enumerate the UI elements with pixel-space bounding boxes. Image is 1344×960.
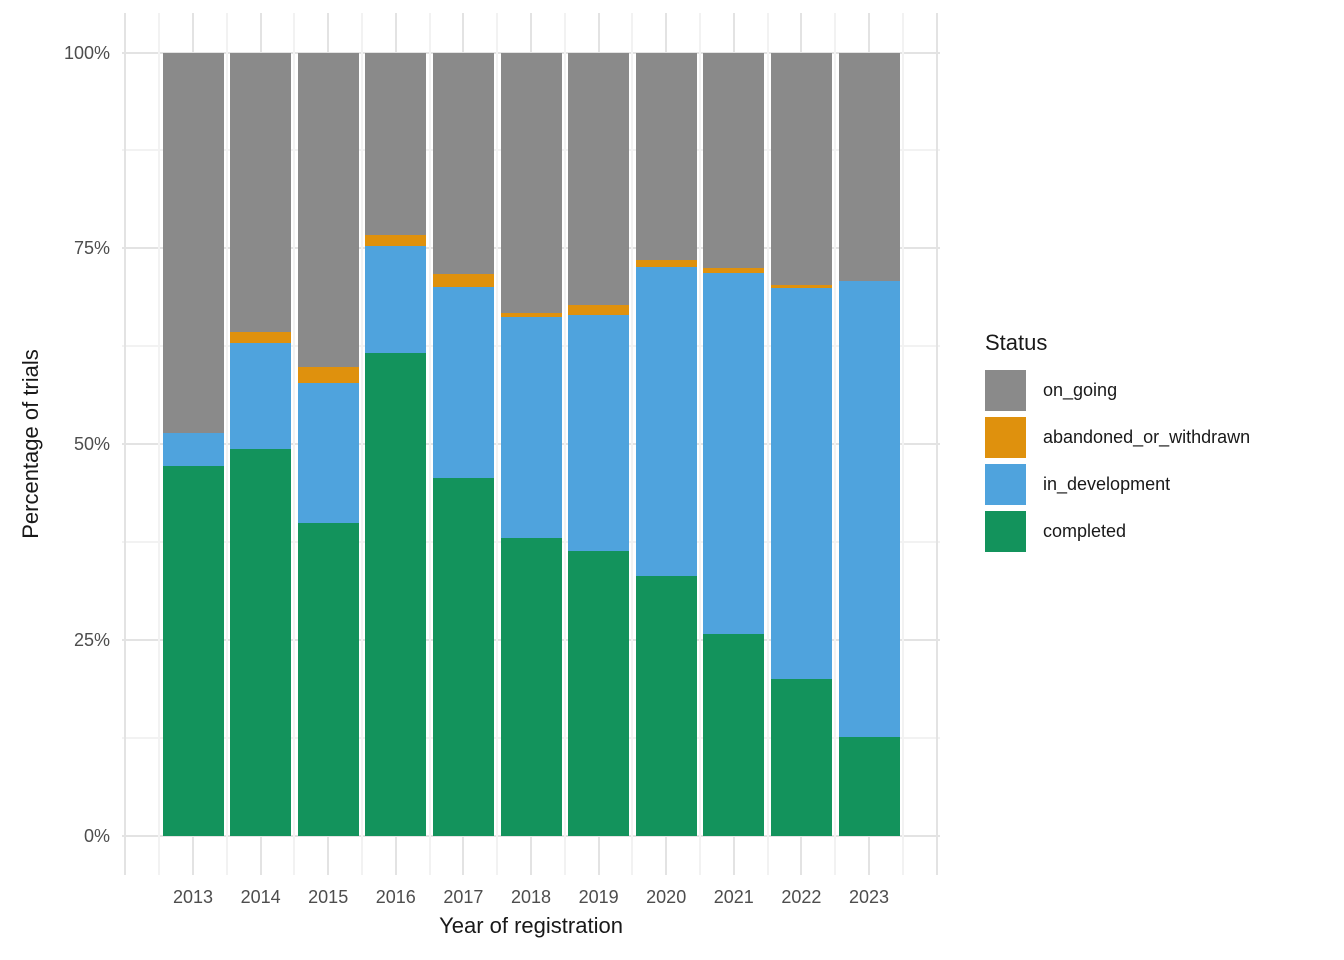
- bar-2022-segment-abandoned_or_withdrawn: [770, 285, 832, 288]
- bar-2017-segment-in_development: [432, 286, 494, 478]
- x-axis-title: Year of registration: [439, 913, 623, 938]
- x-tick-label: 2016: [375, 887, 416, 907]
- gridline-x-minor: [699, 13, 701, 875]
- bar-2013-segment-in_development: [162, 433, 224, 467]
- bar-2014-segment-in_development: [230, 343, 292, 449]
- gridline-x-minor: [225, 13, 228, 875]
- y-tick-label: 100%: [63, 42, 110, 63]
- legend-label-in_development: in_development: [1043, 474, 1171, 494]
- bar-2014-segment-abandoned_or_withdrawn: [230, 332, 292, 344]
- x-tick-label: 2018: [510, 887, 552, 907]
- gridline-x-minor: [361, 13, 363, 875]
- bar-2018-segment-in_development: [500, 317, 562, 539]
- legend-swatch-in_development: [985, 464, 1026, 505]
- bar-2013-segment-completed: [162, 466, 224, 836]
- bar-2023-segment-on_going: [838, 52, 900, 281]
- gridline-x-minor: [158, 13, 161, 875]
- bar-2022-segment-completed: [770, 678, 832, 836]
- bar-2015-segment-completed: [297, 523, 359, 836]
- gridline-x-minor: [834, 13, 837, 875]
- bar-2016-segment-in_development: [365, 246, 427, 354]
- bar-2021-segment-in_development: [703, 272, 765, 634]
- gridline-x-minor: [496, 13, 499, 875]
- x-tick-label: 2017: [443, 887, 484, 907]
- bar-2018-segment-completed: [500, 538, 562, 836]
- bar-2017-segment-completed: [432, 477, 494, 836]
- bar-2016-segment-completed: [365, 353, 427, 836]
- bar-2016-segment-on_going: [365, 52, 427, 236]
- legend-title: Status: [985, 330, 1048, 355]
- bar-2020-segment-completed: [635, 575, 697, 836]
- legend-item-on_going: on_going: [985, 370, 1250, 411]
- y-tick-label: 0%: [83, 826, 110, 846]
- legend-item-in_development: in_development: [985, 464, 1250, 505]
- bar-2021-segment-completed: [703, 633, 765, 836]
- bar-2015-segment-in_development: [297, 383, 359, 524]
- x-tick-label: 2019: [578, 887, 619, 907]
- x-tick-label: 2022: [781, 887, 822, 907]
- legend: Status on_going abandoned_or_withdrawn in_…: [985, 330, 1250, 558]
- bar-2015-segment-abandoned_or_withdrawn: [297, 366, 359, 384]
- x-tick-label: 2021: [713, 887, 754, 907]
- legend-item-abandoned_or_withdrawn: abandoned_or_withdrawn: [985, 417, 1250, 458]
- x-tick-label: 2015: [308, 887, 349, 907]
- bar-2019-segment-abandoned_or_withdrawn: [568, 304, 630, 315]
- gridline-x-major: [935, 13, 938, 875]
- bar-2014-segment-on_going: [230, 52, 292, 333]
- bar-2019-segment-in_development: [568, 315, 630, 551]
- x-tick-label: 2023: [848, 887, 890, 907]
- bar-2022-segment-on_going: [770, 52, 832, 286]
- y-tick-label: 25%: [73, 630, 110, 651]
- bar-2015-segment-on_going: [297, 52, 359, 367]
- bar-2023-segment-completed: [838, 737, 900, 836]
- bar-2022-segment-in_development: [770, 287, 832, 679]
- x-tick-label: 2013: [172, 887, 214, 907]
- bar-2020-segment-in_development: [635, 267, 697, 576]
- bar-2018-segment-abandoned_or_withdrawn: [500, 313, 562, 318]
- bar-2017-segment-abandoned_or_withdrawn: [432, 274, 494, 287]
- gridline-x-minor: [293, 13, 296, 875]
- bar-2020-segment-abandoned_or_withdrawn: [635, 260, 697, 268]
- gridline-x-minor: [563, 13, 566, 875]
- bar-2014-segment-completed: [230, 449, 292, 836]
- plot-panel: [122, 13, 940, 875]
- gridline-x-minor: [428, 13, 431, 875]
- bar-2020-segment-on_going: [635, 52, 697, 261]
- bar-2017-segment-on_going: [432, 52, 494, 275]
- gridline-x-minor: [901, 13, 904, 875]
- bar-2016-segment-abandoned_or_withdrawn: [365, 235, 427, 247]
- bar-2018-segment-on_going: [500, 52, 562, 314]
- gridline-x-minor: [631, 13, 634, 875]
- legend-swatch-completed: [985, 511, 1026, 552]
- legend-item-completed: completed: [985, 511, 1250, 552]
- y-tick-label: 50%: [73, 434, 110, 455]
- legend-label-on_going: on_going: [1043, 380, 1118, 400]
- legend-items: on_going abandoned_or_withdrawn in_develop…: [985, 370, 1250, 552]
- gridline-x-minor: [766, 13, 769, 875]
- legend-swatch-abandoned_or_withdrawn: [985, 417, 1026, 458]
- y-tick-label: 75%: [73, 238, 110, 259]
- bar-2021-segment-abandoned_or_withdrawn: [703, 268, 765, 273]
- legend-label-completed: completed: [1043, 521, 1127, 541]
- bar-2019-segment-completed: [568, 550, 630, 836]
- legend-label-abandoned_or_withdrawn: abandoned_or_withdrawn: [1043, 427, 1251, 447]
- x-tick-label: 2014: [240, 887, 281, 907]
- gridline-x-major: [124, 13, 127, 875]
- bar-2013-segment-on_going: [162, 52, 224, 434]
- x-tick-label: 2020: [646, 887, 687, 907]
- bar-2021-segment-on_going: [703, 52, 765, 268]
- bar-2019-segment-on_going: [568, 52, 630, 305]
- legend-swatch-on_going: [985, 370, 1026, 411]
- bar-2023-segment-in_development: [838, 280, 900, 738]
